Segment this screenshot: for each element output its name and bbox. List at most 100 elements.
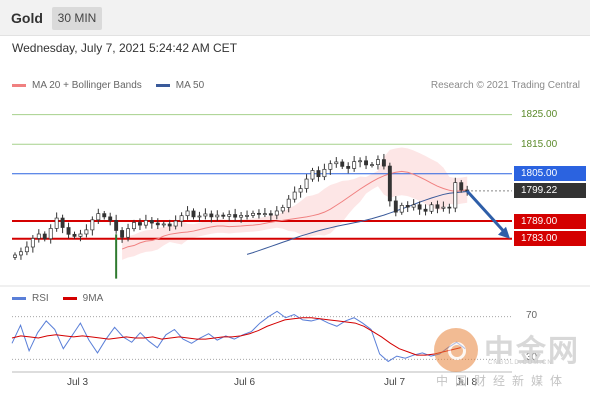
candle (78, 233, 83, 237)
candle (459, 182, 464, 191)
candle (322, 168, 327, 178)
candle (262, 213, 267, 215)
candle (221, 214, 226, 217)
candle (132, 222, 136, 230)
candle (102, 213, 107, 218)
candle (126, 228, 130, 238)
ma20-line (121, 170, 468, 250)
chart-timestamp: Wednesday, July 7, 2021 5:24:42 AM CET (12, 41, 238, 55)
candle (370, 164, 374, 166)
legend-label-9ma: 9MA (82, 293, 104, 304)
candle (316, 170, 321, 178)
ma50-line (246, 190, 468, 255)
candle (108, 216, 113, 221)
candle (352, 161, 357, 169)
legend-label-ma50: MA 50 (175, 80, 205, 91)
copyright-text: Research © 2021 Trading Central (430, 80, 580, 91)
candle (161, 223, 166, 226)
legend-item-ma50: MA 50 (155, 80, 205, 91)
rsi-legend: RSI 9MA (12, 293, 117, 304)
candle (245, 215, 249, 217)
candle (387, 165, 392, 202)
candle (179, 215, 184, 222)
chart-header: Gold 30 MIN (0, 0, 590, 36)
candle (423, 208, 428, 212)
ma20-swatch (12, 84, 26, 87)
level-label-1789-00: 1789.00 (514, 213, 586, 229)
candle (257, 212, 261, 215)
candle (381, 159, 386, 167)
candle (227, 214, 232, 217)
candle (411, 204, 416, 208)
level-label-1783-00: 1783.00 (514, 231, 586, 247)
candle (30, 238, 35, 248)
candle (358, 160, 363, 163)
candle (298, 188, 303, 193)
candle (334, 161, 339, 165)
candle (96, 213, 101, 221)
candle (340, 161, 345, 167)
candle (376, 159, 380, 165)
candle (185, 210, 190, 217)
candle (24, 246, 29, 253)
candle (203, 213, 208, 217)
candle (310, 170, 315, 180)
candle (36, 233, 41, 239)
candle (167, 223, 172, 227)
candle (304, 178, 309, 189)
candle (90, 219, 95, 231)
candle (84, 229, 89, 235)
candle (268, 213, 273, 216)
ma50-swatch (155, 84, 170, 87)
symbol-title: Gold (11, 10, 43, 26)
candle (42, 233, 47, 240)
watermark-subtitle: 中国财经新媒体 (436, 374, 570, 388)
legend-item-ma20: MA 20 + Bollinger Bands (12, 80, 142, 91)
candle (328, 163, 333, 170)
candle (19, 251, 23, 256)
rsi-line (11, 310, 466, 363)
candle (155, 222, 160, 226)
candle (13, 254, 17, 258)
candle (239, 215, 244, 218)
candle (191, 210, 196, 218)
rsi-swatch (12, 297, 26, 300)
legend-item-rsi: RSI (12, 293, 49, 304)
x-tick-jul-8: Jul 8 (456, 377, 478, 388)
candle (209, 213, 214, 218)
candle (138, 222, 142, 226)
rsi-ma-line (11, 317, 461, 356)
legend-label-rsi: RSI (32, 293, 49, 304)
rsi-level-70-label: 70 (526, 309, 538, 321)
bollinger-band-area (122, 147, 468, 260)
candle (292, 191, 297, 200)
candle (453, 182, 458, 209)
candle (280, 207, 285, 212)
candle (54, 217, 59, 229)
candle (364, 160, 369, 166)
projection-arrow-shaft (465, 189, 508, 235)
x-tick-jul-7: Jul 7 (384, 377, 406, 388)
candle (441, 206, 446, 209)
cngold-logo-icon (434, 328, 478, 372)
candle (66, 227, 71, 235)
candle (48, 228, 53, 240)
level-label-1799-22: 1799.22 (514, 183, 586, 199)
x-tick-jul-6: Jul 6 (234, 377, 256, 388)
candle (120, 230, 125, 238)
candle (149, 220, 154, 224)
candle (215, 214, 220, 218)
candle (447, 206, 452, 209)
rsi-level-30-label: 30 (526, 352, 538, 364)
projection-arrow-head (498, 226, 510, 239)
9ma-swatch (62, 297, 77, 300)
level-label-1815-00: 1815.00 (521, 138, 558, 150)
cngold-watermark: 中金网 CNGOLD.COM.CN 中国财经新媒体 (430, 322, 590, 392)
candle (197, 215, 202, 218)
timeframe-badge[interactable]: 30 MIN (52, 7, 102, 30)
candle (435, 204, 440, 209)
legend-item-9ma: 9MA (62, 293, 104, 304)
candle (405, 205, 410, 208)
candle (114, 220, 119, 231)
